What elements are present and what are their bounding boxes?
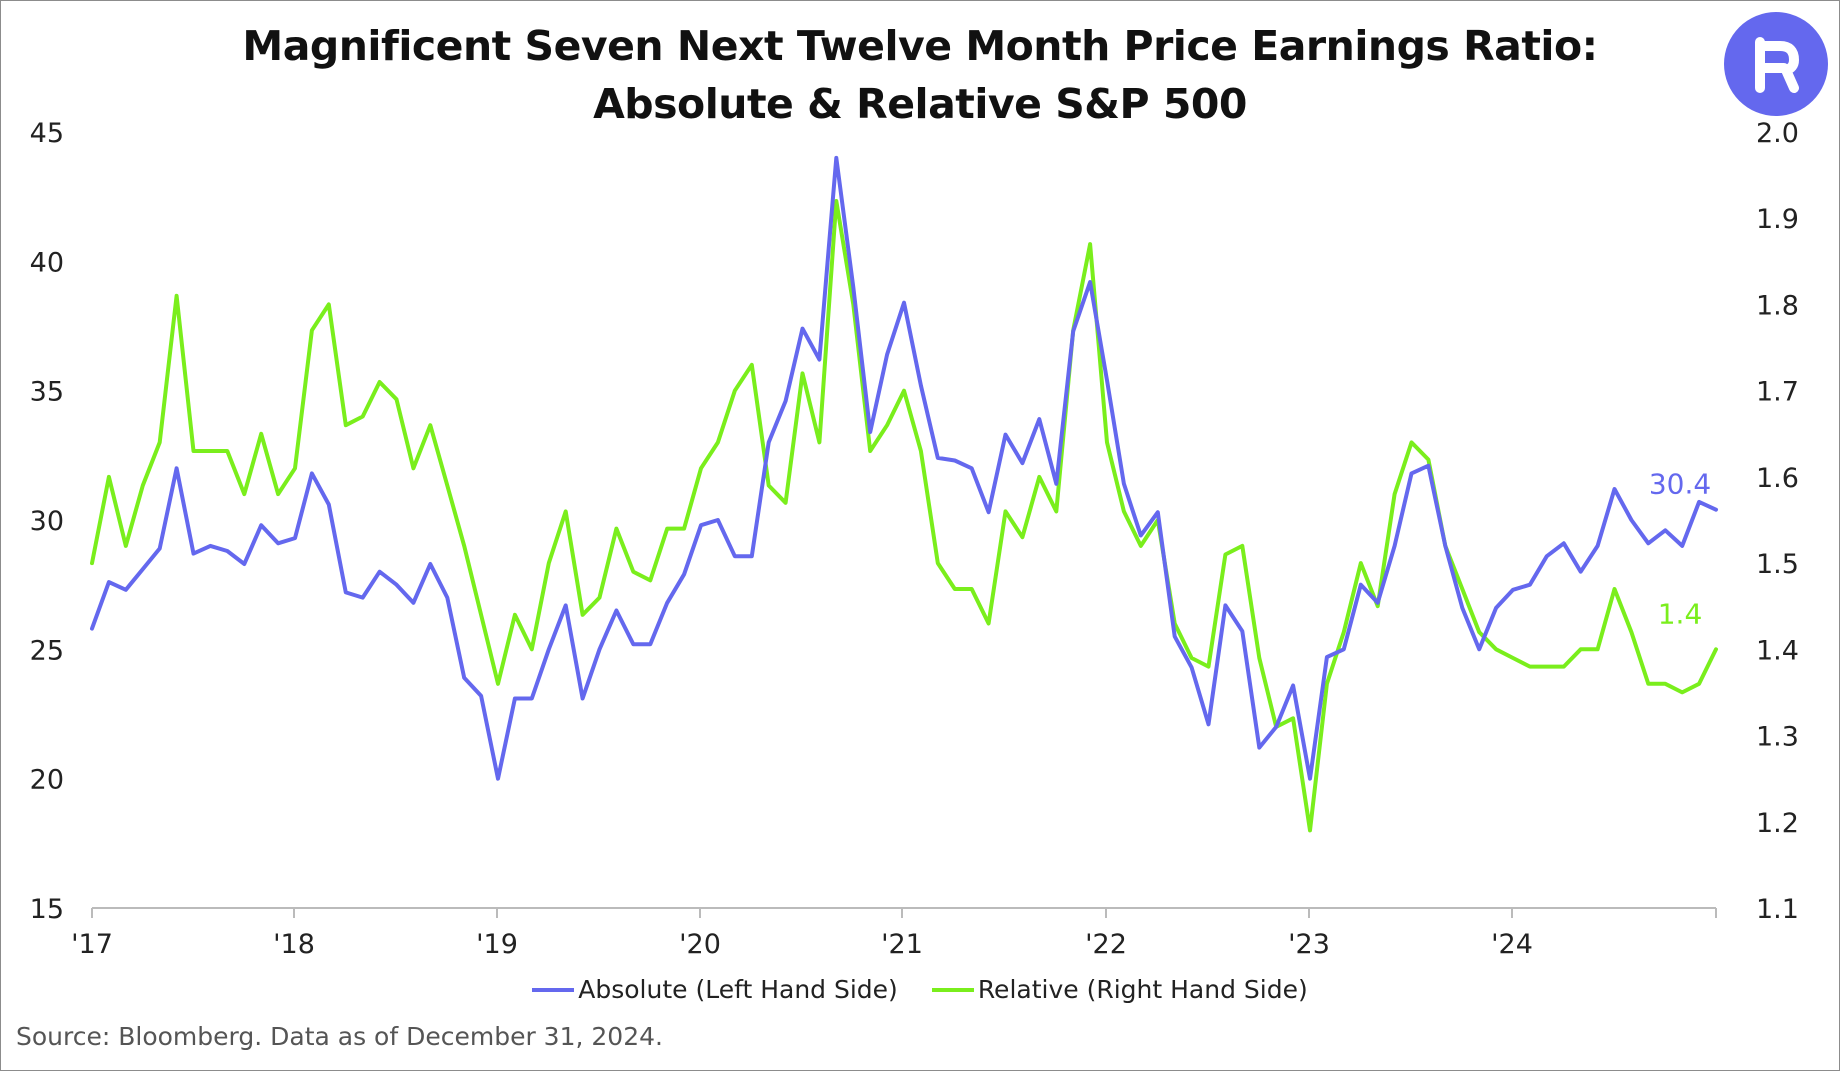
chart-series bbox=[90, 155, 1718, 833]
chart-axes: '17 '18 '19 '20 '21 '22 '23 '24 15 20 25 30 35 40 45 1.… bbox=[30, 118, 1799, 960]
chart-title-line2: Absolute & Relative S&P 500 bbox=[593, 80, 1247, 128]
y-left-tick-label: 25 bbox=[30, 635, 64, 666]
y-left-tick-label: 45 bbox=[30, 118, 64, 149]
y-right-tick-label: 1.5 bbox=[1756, 549, 1799, 580]
x-tick-label: '20 bbox=[679, 929, 721, 960]
legend-swatch-absolute bbox=[532, 987, 575, 992]
chart-end-labels: 30.4 1.4 bbox=[1649, 468, 1711, 631]
legend-label-relative: Relative (Right Hand Side) bbox=[977, 975, 1308, 1004]
x-tick-label: '18 bbox=[273, 929, 315, 960]
y-right-tick-label: 1.8 bbox=[1756, 290, 1799, 321]
source-note: Source: Bloomberg. Data as of December 3… bbox=[16, 1022, 663, 1051]
end-label-absolute: 30.4 bbox=[1649, 468, 1711, 501]
y-left-tick-label: 15 bbox=[30, 894, 64, 925]
y-left-tick-label: 40 bbox=[30, 247, 64, 278]
x-tick-label: '23 bbox=[1288, 929, 1330, 960]
y-right-tick-label: 1.1 bbox=[1756, 894, 1799, 925]
end-label-relative: 1.4 bbox=[1658, 597, 1703, 630]
series-line-relative bbox=[90, 199, 1718, 833]
brand-logo-glyph bbox=[1755, 37, 1799, 93]
y-right-tick-label: 1.3 bbox=[1756, 722, 1799, 753]
x-tick-label: '17 bbox=[71, 929, 113, 960]
legend-item-relative: Relative (Right Hand Side) bbox=[931, 975, 1308, 1004]
x-tick-label: '19 bbox=[476, 929, 518, 960]
x-tick-label: '24 bbox=[1491, 929, 1533, 960]
legend-swatch-relative bbox=[931, 987, 974, 992]
brand-logo-icon bbox=[1724, 12, 1828, 116]
legend-item-absolute: Absolute (Left Hand Side) bbox=[532, 975, 898, 1004]
y-right-tick-label: 1.7 bbox=[1756, 377, 1799, 408]
chart-title-line1: Magnificent Seven Next Twelve Month Pric… bbox=[242, 22, 1598, 70]
y-left-tick-label: 30 bbox=[30, 506, 64, 537]
x-tick-label: '21 bbox=[881, 929, 923, 960]
x-tick-label: '22 bbox=[1085, 929, 1127, 960]
y-left-tick-label: 35 bbox=[30, 377, 64, 408]
y-left-tick-label: 20 bbox=[30, 765, 64, 796]
y-right-tick-label: 1.2 bbox=[1756, 808, 1799, 839]
y-right-tick-label: 1.9 bbox=[1756, 204, 1799, 235]
y-right-tick-label: 1.4 bbox=[1756, 635, 1799, 666]
y-right-tick-label: 1.6 bbox=[1756, 463, 1799, 494]
y-right-tick-label: 2.0 bbox=[1756, 118, 1799, 149]
series-line-absolute bbox=[90, 155, 1718, 781]
legend-label-absolute: Absolute (Left Hand Side) bbox=[578, 975, 898, 1004]
chart-legend: Absolute (Left Hand Side) Relative (Righ… bbox=[0, 975, 1840, 1004]
